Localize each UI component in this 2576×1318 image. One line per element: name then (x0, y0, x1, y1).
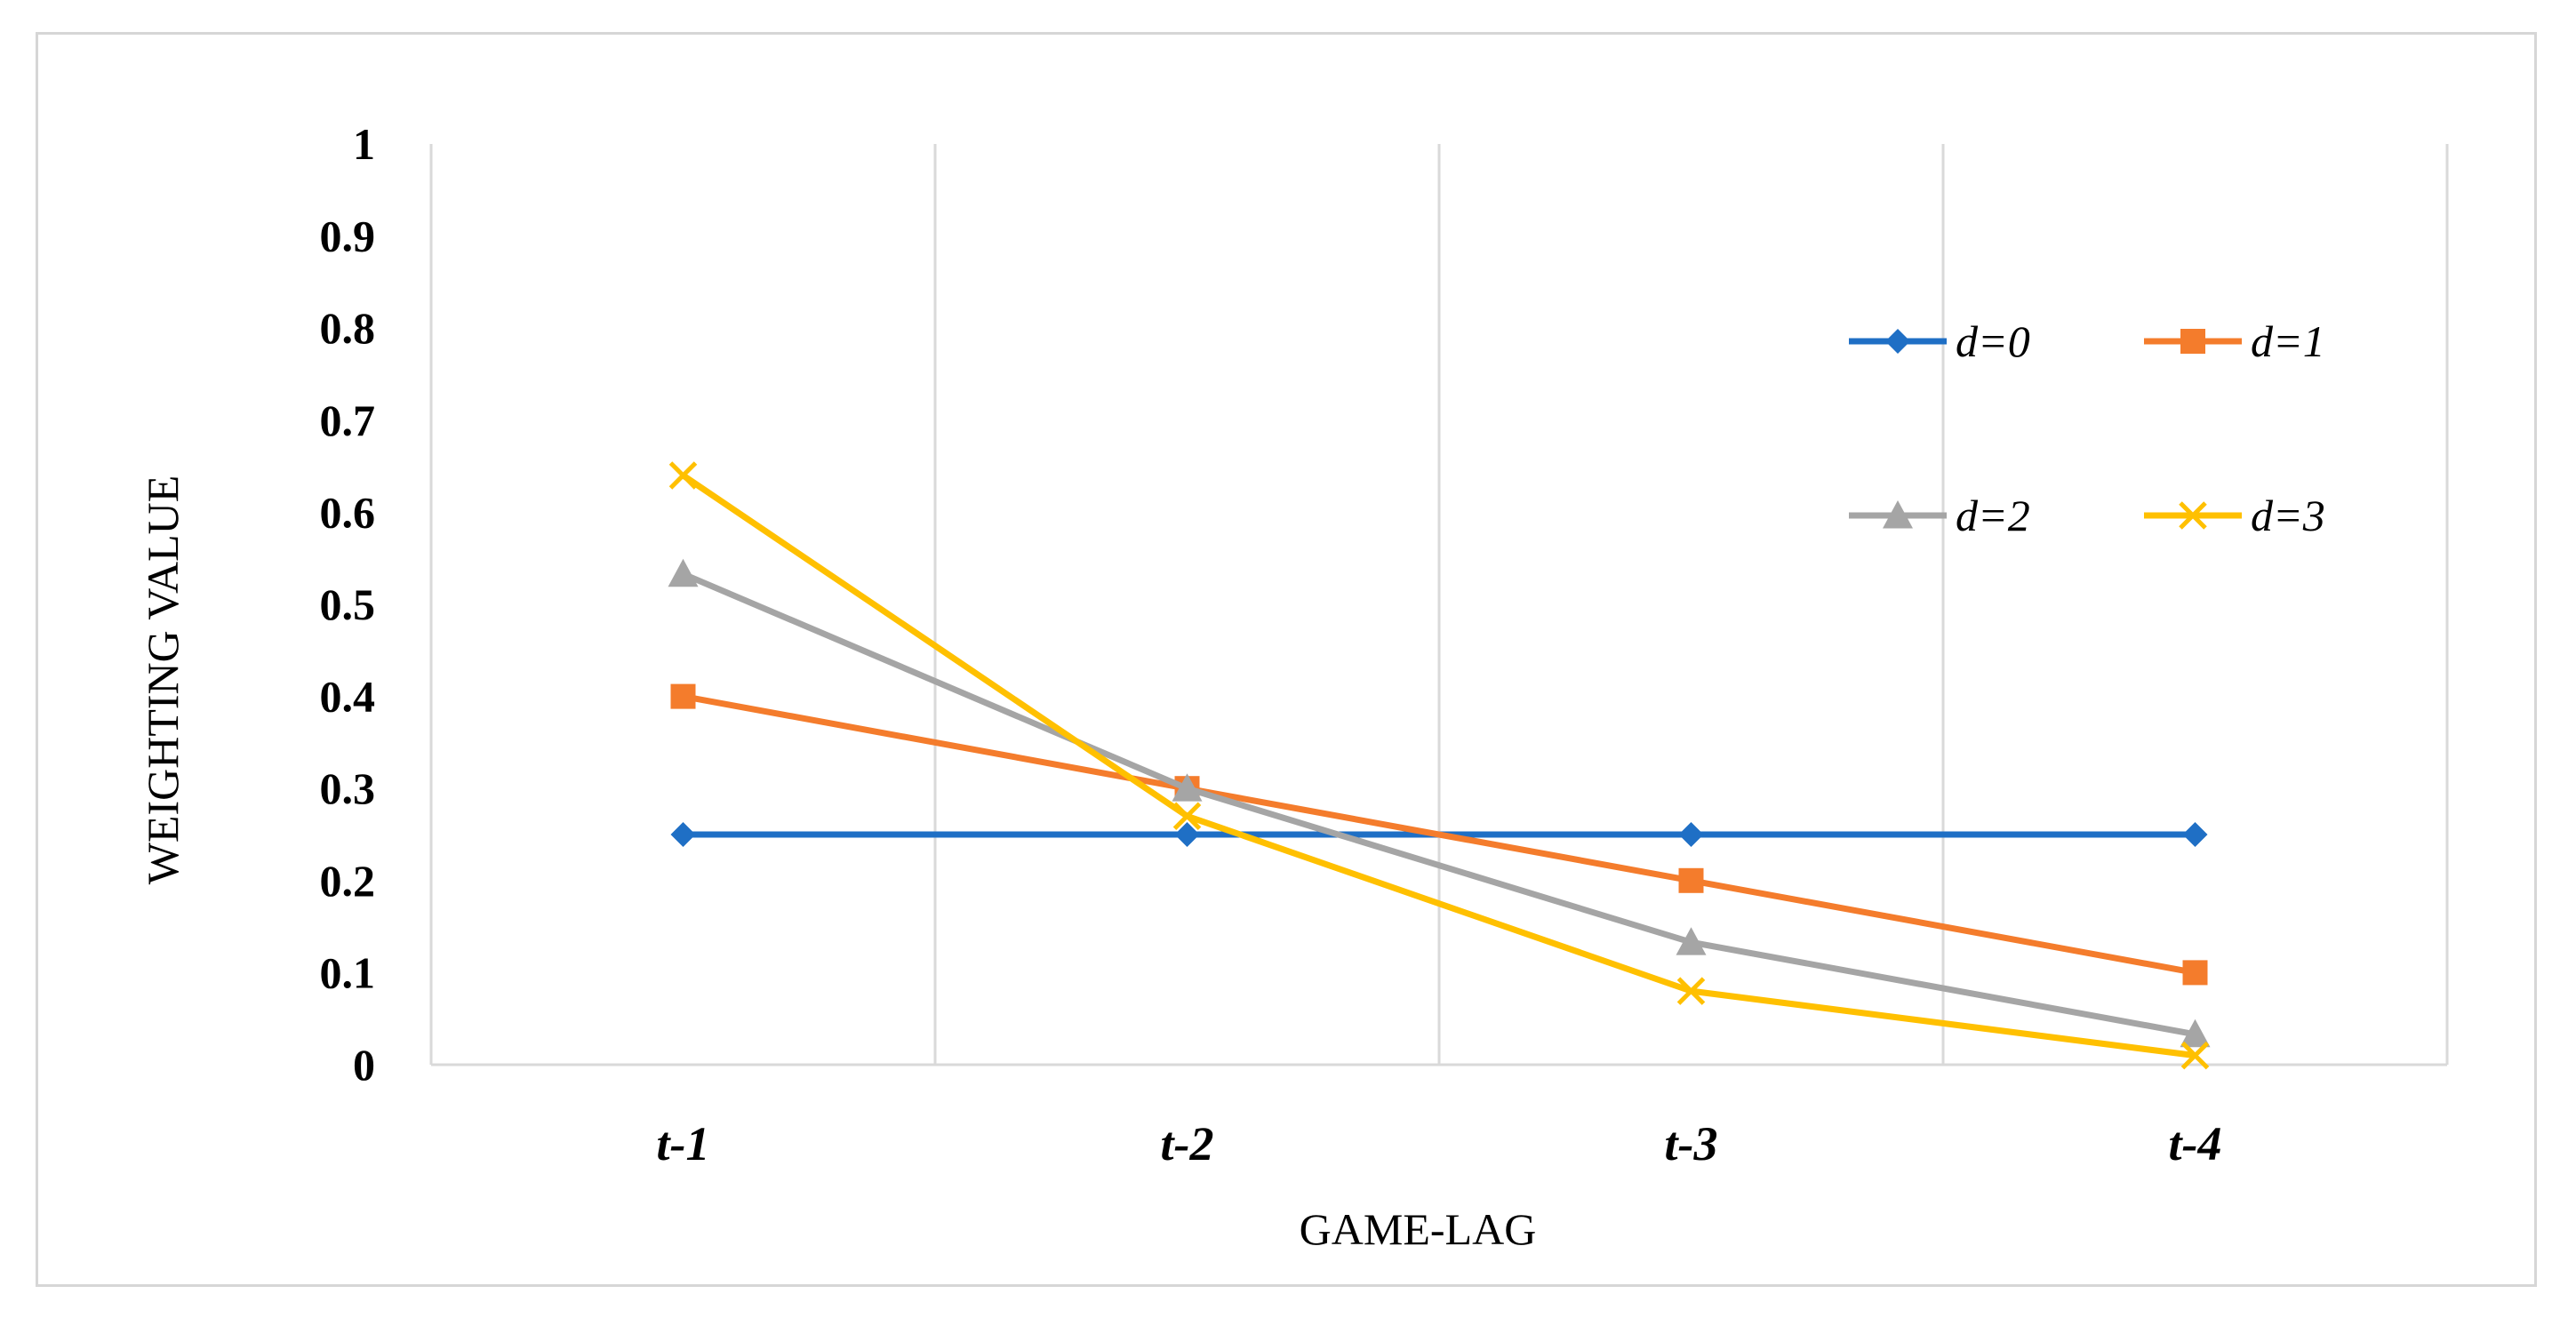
legend: d=0 d=1 d=2 d=3 (1849, 316, 2325, 540)
marker-x-stroke (2180, 1041, 2210, 1070)
legend-marker (2180, 329, 2205, 354)
legend-item-d=2: d=2 (1849, 491, 2030, 540)
x-axis-ticks: t-1 t-2 t-3 t-4 (657, 1117, 2222, 1170)
y-tick-label: 0.6 (320, 487, 376, 537)
data-point (668, 558, 699, 587)
y-tick-label: 0.5 (320, 579, 376, 629)
legend-marker (1883, 500, 1913, 529)
data-point (1174, 822, 1200, 847)
legend-label: d=1 (2251, 316, 2325, 366)
data-point (668, 461, 698, 490)
legend-item-d=1: d=1 (2144, 316, 2325, 366)
marker-x-stroke (1172, 802, 1202, 831)
y-tick-label: 0.3 (320, 763, 376, 813)
data-point (1172, 773, 1203, 802)
series-d=2 (668, 558, 2211, 1048)
x-tick-label: t-3 (1665, 1117, 1718, 1170)
y-tick-label: 1 (353, 119, 375, 169)
y-tick-label: 0.8 (320, 303, 376, 353)
data-point (670, 683, 696, 709)
x-axis-title: GAME-LAG (1300, 1204, 1537, 1254)
x-tick-label: t-4 (2169, 1117, 2222, 1170)
chart-frame (36, 32, 2537, 1287)
legend-marker (1885, 329, 1910, 354)
data-point (1172, 802, 1202, 831)
y-tick-label: 0.4 (320, 672, 376, 722)
marker-x-stroke (1676, 977, 1706, 1005)
legend-item-d=0: d=0 (1849, 316, 2030, 366)
marker-x-stroke (668, 461, 698, 490)
data-point (670, 822, 696, 847)
legend-label: d=3 (2251, 491, 2325, 540)
data-point (2180, 1018, 2211, 1048)
y-tick-label: 0.2 (320, 856, 376, 906)
y-tick-label: 0.7 (320, 395, 376, 445)
marker-x-stroke (2179, 501, 2207, 530)
data-point (1678, 822, 1704, 847)
series-line (682, 693, 2196, 976)
series-d=3 (668, 461, 2210, 1070)
data-point (1676, 927, 1707, 955)
data-point (2180, 1041, 2210, 1070)
y-tick-label: 0.1 (320, 947, 376, 997)
x-tick-label: t-1 (657, 1117, 710, 1170)
series-line (681, 473, 2196, 1059)
grid (429, 144, 2449, 1066)
series-line (682, 571, 2196, 1038)
data-point (1676, 977, 1706, 1005)
y-tick-label: 0.9 (320, 212, 376, 261)
legend-label: d=2 (1956, 491, 2030, 540)
data-point (1678, 867, 1704, 893)
y-axis-title: WEIGHTING VALUE (138, 475, 188, 885)
legend-label: d=0 (1956, 316, 2030, 366)
y-tick-label: 0 (353, 1040, 375, 1090)
data-point (2182, 960, 2208, 986)
data-point (2182, 822, 2208, 847)
y-axis-ticks: 0 0.1 0.2 0.3 0.4 0.5 0.6 0.7 0.8 0.9 1 (320, 119, 376, 1090)
legend-item-d=3: d=3 (2144, 491, 2325, 540)
series-group (668, 461, 2211, 1070)
legend-marker (2179, 501, 2207, 530)
x-tick-label: t-2 (1161, 1117, 1214, 1170)
